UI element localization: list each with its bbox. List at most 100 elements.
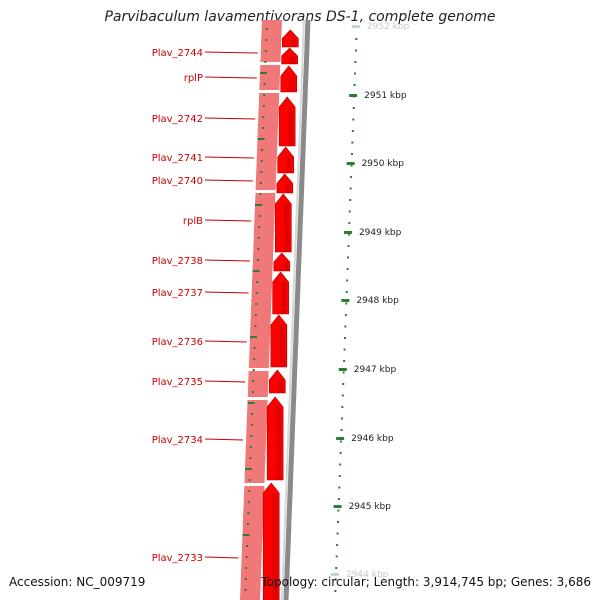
inner-tick <box>246 545 249 547</box>
gene-label: rplB <box>183 216 203 227</box>
minor-tick <box>340 429 343 431</box>
minor-tick <box>347 256 350 259</box>
band-gap <box>245 397 272 400</box>
minor-tick <box>347 233 350 236</box>
inner-tick <box>245 468 253 470</box>
inner-tick <box>250 435 253 437</box>
scale-major-tick <box>341 299 350 302</box>
inner-tick <box>249 446 252 448</box>
inner-tick <box>256 281 259 283</box>
gene-arrow-shade <box>289 76 295 92</box>
minor-tick <box>337 498 340 500</box>
gene-label: Plav_2736 <box>152 337 203 348</box>
minor-tick <box>338 486 341 489</box>
gene-leader-line <box>204 219 252 222</box>
minor-tick <box>348 222 351 224</box>
inner-tick <box>250 424 253 426</box>
light-feature-band <box>240 20 282 600</box>
minor-tick <box>336 532 339 535</box>
inner-tick <box>260 72 268 74</box>
band-gap <box>257 90 284 93</box>
minor-tick <box>336 521 339 523</box>
gene-arrow-shade <box>282 262 288 271</box>
minor-tick <box>339 463 342 466</box>
gene-leader-line <box>204 76 257 79</box>
minor-tick <box>336 544 339 546</box>
inner-tick <box>253 358 256 360</box>
minor-tick <box>343 360 346 362</box>
minor-tick <box>345 291 348 293</box>
inner-tick <box>251 391 254 393</box>
band-gap <box>253 190 280 193</box>
inner-tick <box>262 116 265 118</box>
gene-leader-line <box>204 259 250 262</box>
minor-tick <box>341 406 344 408</box>
inner-tick <box>265 39 268 41</box>
inner-tick <box>252 270 260 272</box>
minor-tick <box>351 141 354 144</box>
inner-tick <box>258 215 261 217</box>
scale-label: 2947 kbp <box>354 365 397 375</box>
gene-label: Plav_2738 <box>152 256 203 267</box>
gene-leader-line <box>204 156 254 159</box>
scale-major-tick <box>346 162 355 165</box>
minor-tick <box>335 567 338 569</box>
minor-tick <box>344 325 347 328</box>
minor-tick <box>344 314 347 316</box>
gene-arrow-shade <box>285 183 291 193</box>
inner-tick <box>242 534 250 536</box>
gene-label: Plav_2744 <box>152 48 203 59</box>
minor-tick <box>339 452 342 454</box>
inner-tick <box>258 226 261 228</box>
backbone-highlight <box>281 19 305 600</box>
gene-leader-line <box>204 380 246 383</box>
inner-tick <box>264 61 267 63</box>
scale-label: 2950 kbp <box>362 159 405 169</box>
minor-tick <box>338 475 341 477</box>
inner-tick <box>254 325 257 327</box>
inner-tick <box>245 556 248 558</box>
minor-tick <box>341 394 344 397</box>
inner-tick <box>255 204 263 206</box>
minor-tick <box>349 199 352 201</box>
gene-leader-line <box>204 340 247 343</box>
gene-arrow-shade <box>290 56 296 64</box>
inner-tick <box>262 105 265 107</box>
gene-arrow-shade <box>276 407 282 480</box>
inner-tick <box>248 490 251 492</box>
minor-tick <box>349 187 352 190</box>
scale-major-tick <box>338 368 347 371</box>
minor-tick <box>346 279 349 282</box>
band-gap <box>258 62 285 65</box>
scale-label: 2945 kbp <box>349 502 392 512</box>
inner-tick <box>245 567 248 569</box>
minor-tick <box>342 371 345 374</box>
inner-tick <box>264 50 267 52</box>
minor-tick <box>350 164 353 167</box>
inner-tick <box>250 336 258 338</box>
backbone-line <box>283 19 311 600</box>
inner-tick <box>263 83 266 85</box>
gene-arrow-shade <box>281 282 287 314</box>
inner-tick <box>251 413 254 415</box>
scale-major-tick <box>336 437 345 440</box>
inner-tick <box>259 193 262 195</box>
minor-tick <box>355 38 358 40</box>
minor-tick <box>350 176 353 178</box>
inner-tick <box>247 501 250 503</box>
inner-tick <box>255 292 258 294</box>
accession-text: Accession: NC_009719 <box>9 575 146 589</box>
minor-tick <box>354 49 357 52</box>
minor-tick <box>354 61 357 63</box>
gene-arrow-shade <box>291 38 297 47</box>
inner-tick <box>252 369 255 371</box>
gene-label: Plav_2742 <box>152 114 203 125</box>
minor-tick <box>342 383 345 385</box>
inner-tick <box>254 314 257 316</box>
minor-tick <box>337 509 340 512</box>
inner-tick <box>249 457 252 459</box>
scale-label: 2944 kbp <box>346 570 389 580</box>
scale-label: 2952 kbp <box>367 22 410 32</box>
gene-arrow-shade <box>284 204 290 252</box>
inner-tick <box>261 127 264 129</box>
